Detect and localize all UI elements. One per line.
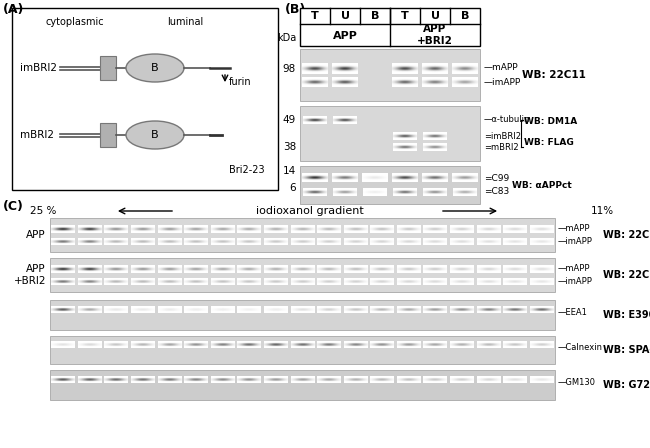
Text: 98: 98: [283, 64, 296, 74]
Bar: [50, 218, 555, 252]
Text: WB: DM1A: WB: DM1A: [524, 117, 577, 126]
Bar: [300, 106, 480, 161]
Text: —imAPP: —imAPP: [558, 277, 593, 286]
Text: WB: 22C11: WB: 22C11: [522, 70, 586, 80]
Text: WB: 22C11: WB: 22C11: [603, 270, 650, 280]
Text: —EEA1: —EEA1: [558, 308, 588, 317]
Text: (B): (B): [285, 3, 306, 16]
Text: luminal: luminal: [167, 17, 203, 27]
Text: 14: 14: [283, 166, 296, 176]
Text: kDa: kDa: [277, 33, 296, 43]
Text: —imAPP: —imAPP: [558, 237, 593, 246]
Bar: [300, 8, 480, 46]
Text: B: B: [461, 11, 469, 21]
Text: WB: SPA-865: WB: SPA-865: [603, 345, 650, 355]
Text: —imAPP: —imAPP: [484, 78, 521, 87]
Bar: [50, 370, 555, 400]
Text: B: B: [151, 130, 159, 140]
Text: —Calnexin: —Calnexin: [558, 343, 603, 352]
Text: mBRI2: mBRI2: [20, 130, 54, 140]
Text: APP: APP: [333, 31, 358, 41]
Text: =C83: =C83: [484, 187, 509, 196]
Text: WB: 22C11: WB: 22C11: [603, 230, 650, 240]
Bar: [300, 166, 480, 204]
Ellipse shape: [126, 54, 184, 82]
Text: —mAPP: —mAPP: [558, 264, 590, 273]
Text: (A): (A): [3, 3, 25, 16]
Text: Bri2-23: Bri2-23: [229, 165, 265, 175]
Text: —mAPP: —mAPP: [484, 63, 519, 72]
Text: WB: G7295: WB: G7295: [603, 380, 650, 390]
Text: imBRI2: imBRI2: [20, 63, 57, 73]
Text: B: B: [151, 63, 159, 73]
Bar: [300, 49, 480, 101]
Text: APP
+BRI2: APP +BRI2: [14, 264, 46, 286]
Text: 6: 6: [289, 183, 296, 193]
Text: —mAPP: —mAPP: [558, 224, 590, 233]
Text: iodioxanol gradient: iodioxanol gradient: [256, 206, 364, 216]
Text: T: T: [311, 11, 319, 21]
Bar: [100, 123, 116, 147]
Ellipse shape: [126, 121, 184, 149]
Text: =imBRI2: =imBRI2: [484, 132, 521, 141]
Text: WB: FLAG: WB: FLAG: [524, 138, 574, 147]
Text: cytoplasmic: cytoplasmic: [46, 17, 104, 27]
Text: (C): (C): [3, 200, 24, 213]
Text: B: B: [370, 11, 379, 21]
Text: 11%: 11%: [591, 206, 614, 216]
Bar: [50, 300, 555, 330]
Bar: [50, 258, 555, 292]
Text: APP: APP: [27, 230, 46, 240]
Text: furin: furin: [229, 77, 252, 87]
Text: =C99: =C99: [484, 174, 509, 183]
Text: WB: E3906: WB: E3906: [603, 310, 650, 320]
Text: =mBRI2: =mBRI2: [484, 143, 519, 152]
Text: —GM130: —GM130: [558, 378, 596, 387]
Text: WB: αAPPct: WB: αAPPct: [512, 181, 572, 190]
Text: U: U: [430, 11, 439, 21]
Text: T: T: [401, 11, 409, 21]
Text: APP
+BRI2: APP +BRI2: [417, 24, 453, 46]
Bar: [12, 8, 278, 190]
Text: 25 %: 25 %: [30, 206, 57, 216]
Text: U: U: [341, 11, 350, 21]
Text: —α-tubulin: —α-tubulin: [484, 115, 530, 124]
Text: 49: 49: [283, 115, 296, 125]
Bar: [50, 336, 555, 364]
Bar: [100, 56, 116, 80]
Text: 38: 38: [283, 142, 296, 152]
